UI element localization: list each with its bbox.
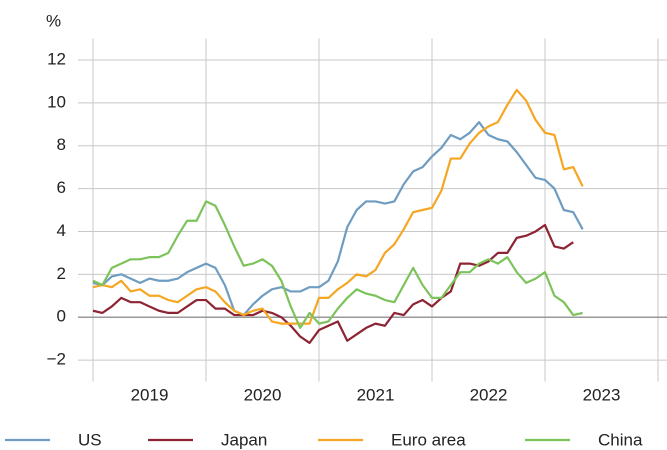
x-tick-label: 2019 [131, 385, 169, 404]
y-tick-label: −2 [47, 350, 66, 369]
x-tick-label: 2020 [244, 385, 282, 404]
series-line [92, 121, 584, 317]
y-unit-label: % [46, 11, 61, 30]
x-tick-label: 2021 [357, 385, 395, 404]
y-tick-label: 12 [47, 49, 66, 68]
legend-label: Japan [221, 430, 267, 449]
y-tick-label: 6 [57, 178, 66, 197]
series-line [92, 200, 583, 330]
x-tick-label: 2023 [583, 385, 621, 404]
y-tick-label: 0 [57, 307, 66, 326]
y-tick-label: 4 [57, 221, 66, 240]
legend-label: US [78, 430, 102, 449]
y-tick-label: 8 [57, 135, 66, 154]
legend-label: Euro area [391, 430, 466, 449]
y-tick-label: 2 [57, 264, 66, 283]
series-line [92, 88, 584, 325]
legend-label: China [598, 430, 643, 449]
x-tick-label: 2022 [470, 385, 508, 404]
series-line [92, 223, 574, 345]
y-tick-label: 10 [47, 92, 66, 111]
